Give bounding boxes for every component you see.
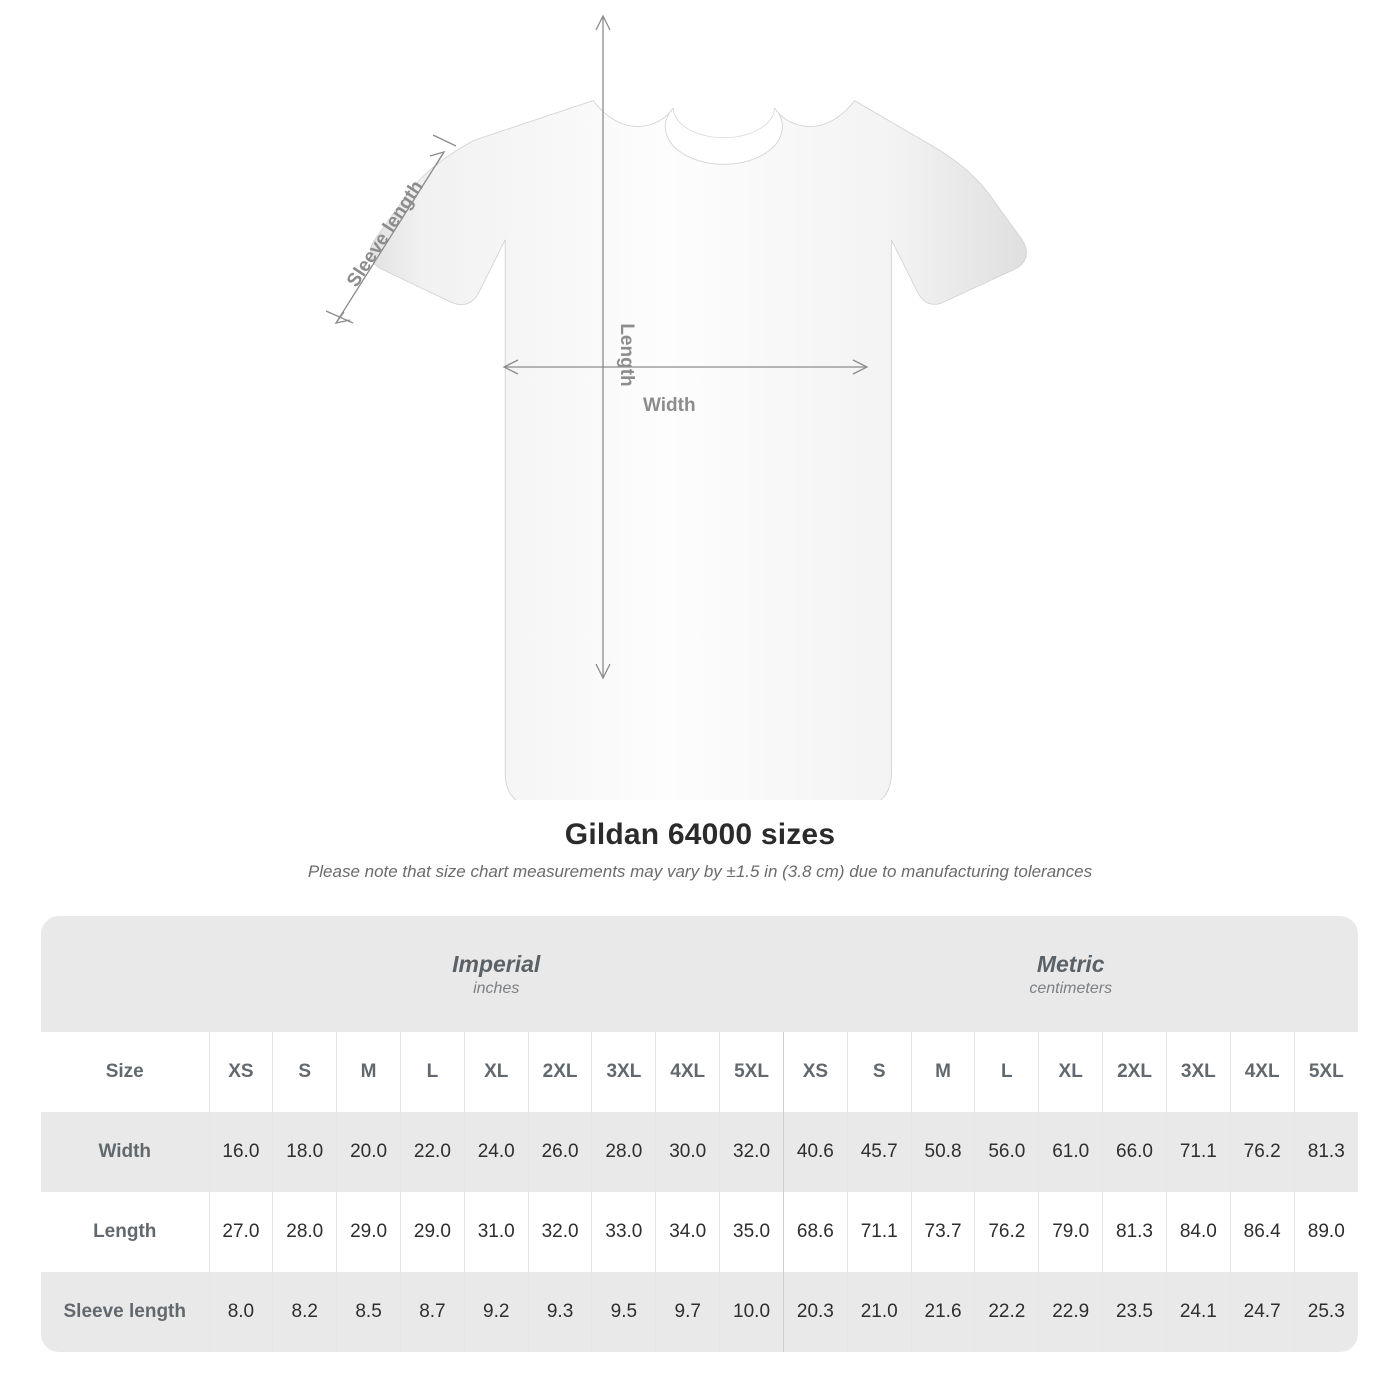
svg-text:Length: Length (616, 323, 637, 386)
svg-text:Width: Width (643, 395, 696, 416)
